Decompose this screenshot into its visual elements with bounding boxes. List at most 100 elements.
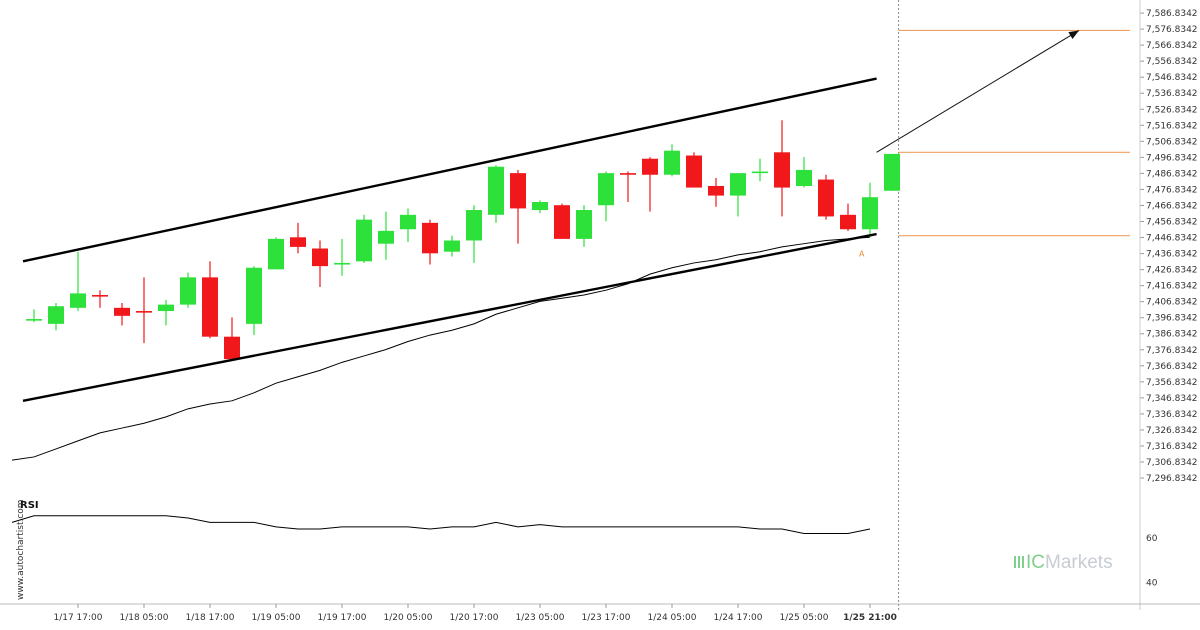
candle: [818, 174, 834, 220]
candle-body: [26, 319, 42, 321]
time-tick-label: 1/19 17:00: [317, 613, 366, 623]
price-tick-label: 7,476.8342: [1146, 185, 1198, 195]
price-tick-label: 7,366.8342: [1146, 362, 1198, 372]
price-tick-label: 7,416.8342: [1146, 282, 1198, 292]
support-trendline: [22, 232, 877, 402]
time-tick-label: 1/18 17:00: [185, 613, 234, 623]
time-tick-label: 1/24 17:00: [713, 613, 762, 623]
price-tick-label: 7,456.8342: [1146, 218, 1198, 228]
projection-arrow-line: [876, 30, 1080, 153]
time-tick-label: 1/23 05:00: [515, 613, 564, 623]
candle-body: [180, 277, 196, 305]
candle-body: [70, 293, 86, 308]
candle: [312, 240, 328, 287]
candle: [686, 152, 702, 188]
logo-prefix: IC: [1026, 552, 1045, 573]
candle: [620, 171, 636, 203]
candle: [862, 182, 878, 238]
candle: [224, 317, 240, 361]
candle-body: [356, 219, 372, 262]
candle-body: [202, 277, 218, 337]
price-tick-label: 7,326.8342: [1146, 426, 1198, 436]
rsi-panel: RSI 60 40: [11, 500, 1158, 588]
time-tick-label: 1/18 05:00: [119, 613, 168, 623]
candle: [400, 208, 416, 243]
price-tick-label: 7,486.8342: [1146, 169, 1198, 179]
candle-body: [378, 230, 394, 244]
rsi-line: [11, 515, 871, 534]
price-tick-label: 7,376.8342: [1146, 346, 1198, 356]
candle-body: [422, 222, 438, 254]
time-tick-label: 1/25 21:00: [843, 613, 897, 623]
candle-body: [708, 185, 724, 196]
candle: [840, 203, 856, 231]
candle-body: [312, 248, 328, 267]
candle: [356, 214, 372, 263]
time-tick-label: 1/23 17:00: [581, 613, 630, 623]
candle-body: [246, 267, 262, 324]
candle: [532, 200, 548, 214]
price-tick-label: 7,406.8342: [1146, 298, 1198, 308]
candle-body: [92, 294, 108, 297]
price-tick-label: 7,566.8342: [1146, 41, 1198, 51]
price-tick-label: 7,506.8342: [1146, 137, 1198, 147]
candle: [422, 219, 438, 265]
candle-body: [444, 240, 460, 252]
candle-body: [268, 238, 284, 270]
candle: [136, 277, 152, 344]
rsi-tick-label: 60: [1146, 534, 1158, 544]
price-tick-label: 7,446.8342: [1146, 234, 1198, 244]
price-tick-label: 7,396.8342: [1146, 314, 1198, 324]
time-tick-label: 1/20 17:00: [449, 613, 498, 623]
price-tick-label: 7,496.8342: [1146, 153, 1198, 163]
time-tick-label: 1/24 05:00: [647, 613, 696, 623]
candle: [774, 120, 790, 217]
broker-logo: ICMarkets: [1014, 552, 1113, 574]
price-tick-label: 7,536.8342: [1146, 89, 1198, 99]
price-tick-label: 7,546.8342: [1146, 73, 1198, 83]
candle: [488, 165, 504, 223]
candle-body: [510, 173, 526, 209]
candle-body: [224, 336, 240, 360]
time-axis: 1/17 17:00 1/18 05:00 1/18 17:00 1/19 05:00…: [0, 603, 1200, 623]
price-tick-label: 7,296.8342: [1146, 474, 1198, 484]
price-tick-label: 7,576.8342: [1146, 25, 1198, 35]
candle-body: [598, 173, 614, 206]
pattern-point-label: A: [859, 250, 865, 259]
candle: [268, 237, 284, 270]
candle-body: [620, 173, 636, 175]
candle-body: [884, 153, 900, 191]
time-tick-label: 1/17 17:00: [53, 613, 102, 623]
rsi-tick-label: 40: [1146, 578, 1158, 588]
candle-body: [862, 197, 878, 230]
moving-average-path: [11, 236, 871, 461]
candle-body: [290, 237, 306, 247]
candle: [92, 290, 108, 308]
candle: [334, 238, 350, 276]
pattern-overlays: A: [22, 29, 1130, 402]
price-tick-label: 7,586.8342: [1146, 9, 1198, 19]
price-tick-label: 7,356.8342: [1146, 378, 1198, 388]
candle-body: [158, 304, 174, 312]
price-tick-label: 7,526.8342: [1146, 105, 1198, 115]
candle-body: [664, 150, 680, 175]
price-tick-label: 7,426.8342: [1146, 266, 1198, 276]
price-tick-label: 7,516.8342: [1146, 121, 1198, 131]
rsi-label: RSI: [20, 500, 39, 511]
candle-body: [554, 205, 570, 239]
candle: [290, 222, 306, 254]
time-tick-label: 1/19 05:00: [251, 613, 300, 623]
candle: [752, 158, 768, 182]
resistance-trendline: [22, 77, 877, 263]
candle-body: [488, 166, 504, 215]
projection-arrow-head: [1068, 30, 1079, 40]
price-axis: 7,586.8342 7,576.8342 7,566.8342 7,556.8342…: [1139, 0, 1198, 610]
price-tick-label: 7,336.8342: [1146, 410, 1198, 420]
candle-body: [840, 214, 856, 230]
candle: [180, 272, 196, 308]
candle-body: [400, 214, 416, 230]
candle: [598, 171, 614, 222]
candle-body: [686, 155, 702, 188]
candle: [554, 203, 570, 239]
